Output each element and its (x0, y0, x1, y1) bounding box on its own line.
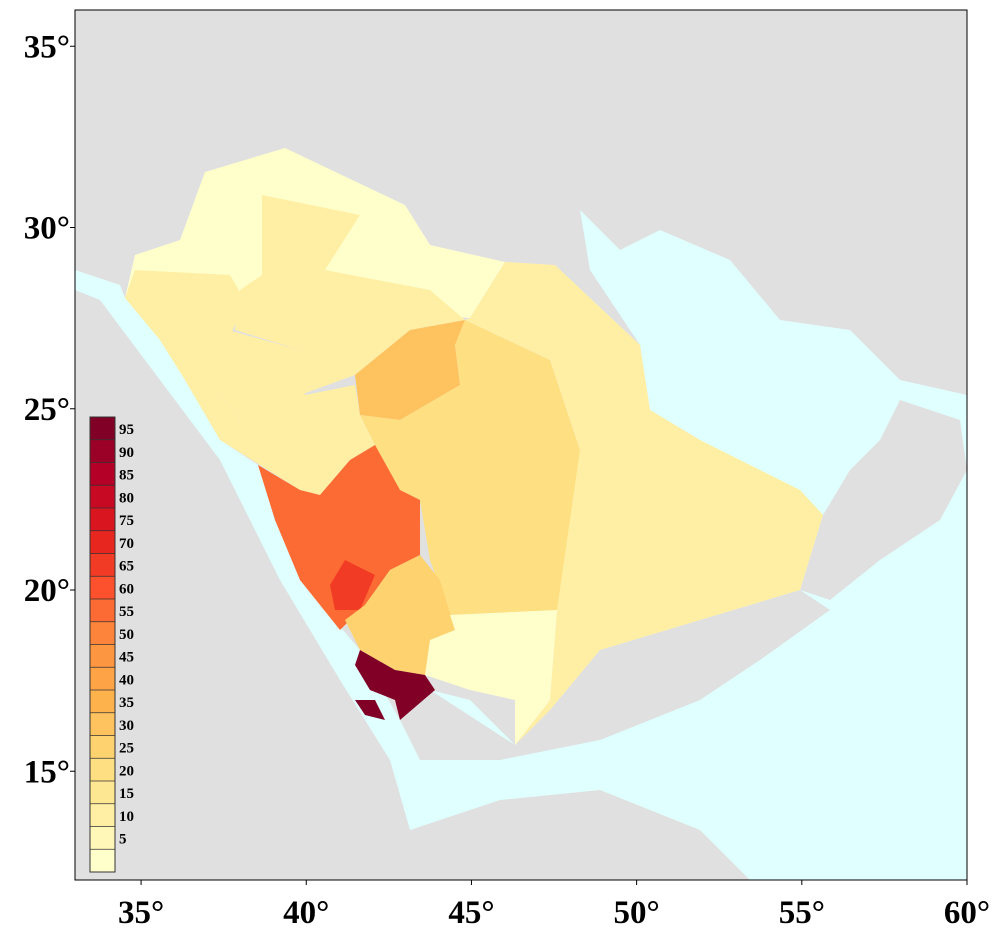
colorbar-band (90, 735, 115, 759)
region (465, 262, 823, 745)
colorbar-label: 75 (119, 513, 134, 529)
land-africa (75, 290, 750, 880)
region (345, 555, 455, 675)
colorbar-band (90, 485, 115, 508)
region (425, 610, 557, 745)
colorbar-label: 55 (119, 604, 134, 620)
colorbar-band (90, 781, 115, 804)
colorbar-label: 45 (119, 650, 134, 666)
colorbar-band (90, 508, 115, 531)
colorbar-band (90, 690, 115, 713)
land-oman (800, 400, 967, 600)
colorbar-frame (89, 416, 116, 873)
region (355, 700, 385, 720)
colorbar-label: 50 (119, 627, 134, 643)
colorbar-label: 90 (119, 445, 134, 461)
region (210, 325, 375, 495)
colorbar-label: 80 (119, 490, 134, 506)
colorbar-band (90, 417, 115, 440)
colorbar-label: 70 (119, 536, 134, 552)
colorbar-band (90, 599, 115, 622)
y-tick-label: 25° (24, 392, 70, 428)
colorbar-label: 40 (119, 672, 134, 688)
x-tick-label: 45° (448, 895, 494, 930)
region (360, 320, 580, 615)
colorbar-label: 65 (119, 559, 134, 575)
colorbar-label: 15 (119, 786, 134, 802)
colorbar-band (90, 712, 115, 736)
colorbar-band (90, 758, 115, 781)
colorbar-band (90, 553, 115, 577)
colorbar-label: 95 (119, 422, 134, 438)
y-tick-label: 30° (24, 211, 70, 247)
region (258, 445, 420, 630)
colorbar-label: 60 (119, 581, 134, 597)
region (330, 560, 375, 610)
colorbar-band (90, 849, 115, 872)
colorbar-band (90, 576, 115, 599)
colorbar-label: 25 (119, 741, 134, 757)
x-tick-label: 35° (118, 895, 164, 930)
regions (125, 148, 823, 745)
colorbar-label: 5 (119, 832, 127, 848)
y-tick-label: 15° (24, 754, 70, 790)
x-tick-label: 55° (779, 895, 825, 930)
colorbar-band (90, 462, 115, 486)
colorbar-band (90, 803, 115, 827)
x-tick-label: 60° (944, 895, 990, 930)
x-tick-label: 40° (283, 895, 329, 930)
region (235, 195, 465, 395)
y-tick-label: 20° (24, 573, 70, 609)
colorbar-band (90, 644, 115, 668)
land-yemen (400, 590, 830, 760)
x-tick-label: 50° (614, 895, 660, 930)
region (355, 320, 465, 420)
colorbar-band (90, 439, 115, 463)
colorbar-label: 20 (119, 763, 134, 779)
colorbar-label: 35 (119, 695, 134, 711)
colorbar-label: 30 (119, 718, 134, 734)
y-tick-label: 35° (24, 29, 70, 65)
colorbar-label: 10 (119, 809, 134, 825)
colorbar-band (90, 826, 115, 850)
colorbar-label: 85 (119, 468, 134, 484)
colorbar-band (90, 530, 115, 554)
colorbar-band (90, 621, 115, 645)
region (355, 650, 435, 720)
frame (74, 9, 968, 881)
colorbar-band (90, 667, 115, 690)
